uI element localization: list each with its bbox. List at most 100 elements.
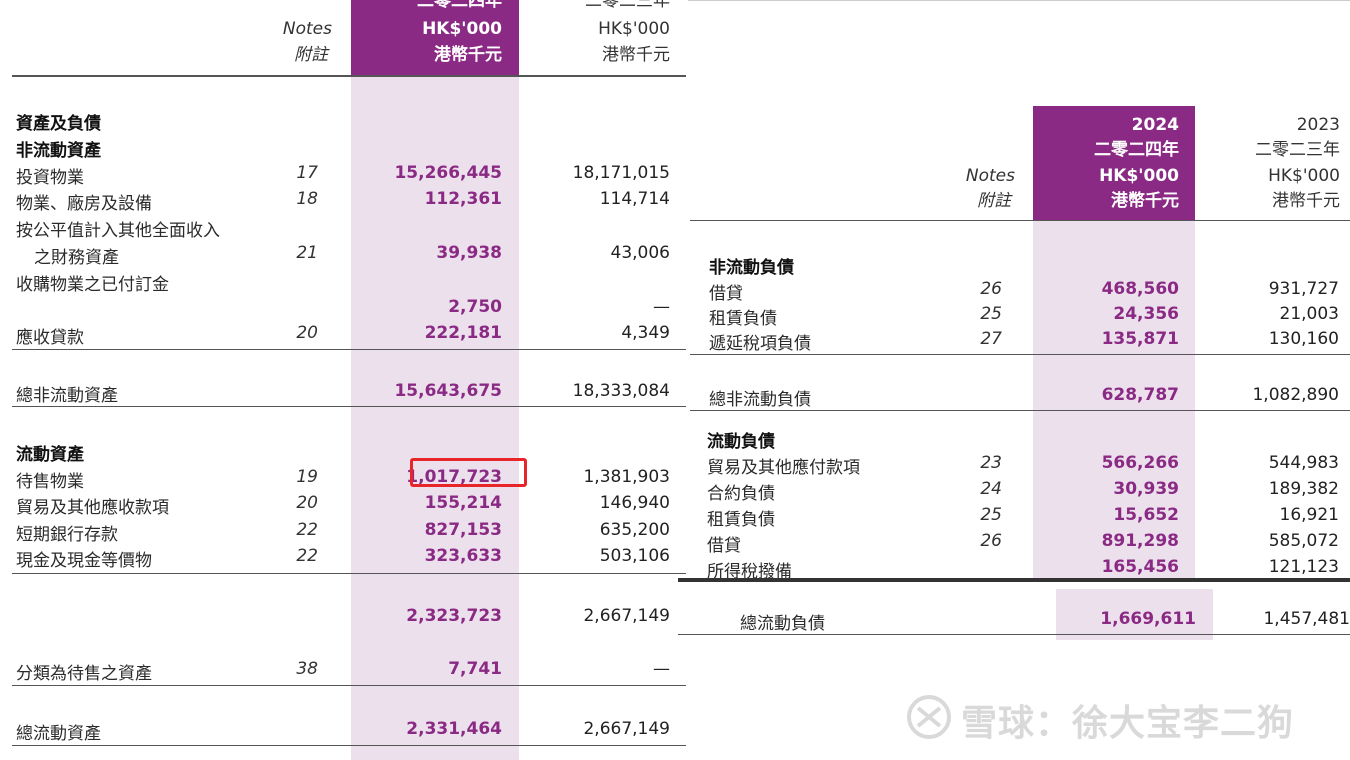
prev-year-zh-header: 二零二三年 <box>1255 140 1340 160</box>
current-year-band <box>1033 220 1195 580</box>
row-note: 20 <box>296 493 318 513</box>
row-prev-value: 635,200 <box>599 520 670 540</box>
row-note: 22 <box>296 520 318 540</box>
row-label: 現金及現金等價物 <box>16 551 152 571</box>
prev-unit-en-header: HK$'000 <box>598 19 670 39</box>
notes-en-header: Notes <box>282 19 332 39</box>
row-rule <box>12 685 686 686</box>
notes-en-header: Notes <box>965 166 1015 186</box>
row-prev-value: 931,727 <box>1268 279 1339 299</box>
prev-unit-en-header: HK$'000 <box>1268 166 1340 186</box>
row-note: 20 <box>296 323 318 343</box>
total-non-current-liab-cur: 628,787 <box>1101 385 1179 405</box>
prev-year-header: 2023 <box>1296 115 1340 135</box>
cur-unit-en-header: HK$'000 <box>1099 166 1179 186</box>
row-cur-value: 135,871 <box>1101 329 1179 349</box>
row-rule <box>12 349 686 350</box>
prev-year-zh-header: 二零二三年 <box>585 0 670 11</box>
row-prev-value: 503,106 <box>599 546 670 566</box>
row-rule <box>690 354 1350 355</box>
row-prev-value: 544,983 <box>1268 453 1339 473</box>
row-cur-value: 15,652 <box>1113 505 1179 525</box>
prev-unit-zh-header: 港幣千元 <box>1272 191 1340 211</box>
highlight-box <box>410 458 527 487</box>
row-label-cont: 之財務資產 <box>34 248 119 268</box>
section-non-current-liabilities: 非流動負債 <box>709 258 794 278</box>
current-year-header-band <box>1033 106 1195 220</box>
row-cur-value: 155,214 <box>424 493 502 513</box>
section-current-assets: 流動資產 <box>16 445 84 465</box>
row-cur-value: 323,633 <box>424 546 502 566</box>
total-current-prev: 2,667,149 <box>583 719 670 739</box>
row-cur-value: 2,750 <box>448 297 502 317</box>
row-label: 貿易及其他應收款項 <box>16 498 169 518</box>
row-label: 租賃負債 <box>709 309 777 329</box>
held-for-sale-label: 分類為待售之資產 <box>16 664 152 684</box>
top-divider <box>688 0 1350 1</box>
notes-zh-header: 附註 <box>977 191 1011 211</box>
row-prev-value: 130,160 <box>1268 329 1339 349</box>
row-prev-value: — <box>653 297 670 317</box>
current-year-header-band <box>351 0 519 76</box>
row-prev-value: 146,940 <box>599 493 670 513</box>
cur-unit-zh-header: 港幣千元 <box>1111 191 1179 211</box>
section-current-liabilities: 流動負債 <box>707 432 775 452</box>
section-assets-liabilities: 資產及負債 <box>16 114 101 134</box>
row-cur-value: 24,356 <box>1113 304 1179 324</box>
row-prev-value: 1,381,903 <box>583 467 670 487</box>
total-non-current-liab-label: 總非流動負債 <box>709 390 811 410</box>
row-prev-value: 189,382 <box>1268 479 1339 499</box>
row-prev-value: 16,921 <box>1279 505 1339 525</box>
total-current-liab-cur: 1,669,611 <box>1100 609 1196 629</box>
total-current-cur: 2,331,464 <box>406 719 502 739</box>
row-label: 借貸 <box>709 284 743 304</box>
watermark-text: 雪球：徐大宝李二狗 <box>961 703 1295 744</box>
subtotal-current-prev: 2,667,149 <box>583 606 670 626</box>
row-label: 所得稅撥備 <box>707 562 792 582</box>
row-rule <box>12 745 686 746</box>
row-label: 收購物業之已付訂金 <box>16 275 169 295</box>
row-prev-value: 18,171,015 <box>572 163 670 183</box>
row-label: 遞延稅項負債 <box>709 334 811 354</box>
cur-year-zh-header: 二零二四年 <box>417 0 502 11</box>
row-note: 22 <box>296 546 318 566</box>
cur-unit-zh-header: 港幣千元 <box>434 45 502 65</box>
row-cur-value: 112,361 <box>424 189 502 209</box>
total-current-liab-prev: 1,457,481 <box>1263 609 1350 629</box>
row-note: 25 <box>980 304 1002 324</box>
row-cur-value: 827,153 <box>424 520 502 540</box>
header-rule <box>690 220 1350 221</box>
held-for-sale-note: 38 <box>296 659 318 679</box>
row-note: 24 <box>980 479 1002 499</box>
row-cur-value: 222,181 <box>424 323 502 343</box>
row-rule <box>690 410 1350 411</box>
row-cur-value: 30,939 <box>1113 479 1179 499</box>
total-current-liab-band <box>1056 589 1213 640</box>
thick-rule <box>678 578 1350 582</box>
row-prev-value: 121,123 <box>1268 557 1339 577</box>
row-cur-value: 15,266,445 <box>394 163 502 183</box>
row-label: 短期銀行存款 <box>16 525 118 545</box>
row-note: 23 <box>980 453 1002 473</box>
row-note: 19 <box>296 467 318 487</box>
row-note: 25 <box>980 505 1002 525</box>
row-prev-value: 43,006 <box>610 243 670 263</box>
snowball-logo-icon <box>907 695 951 739</box>
row-note: 21 <box>296 243 318 263</box>
row-prev-value: 21,003 <box>1279 304 1339 324</box>
row-cur-value: 1,017,723 <box>406 467 502 487</box>
subtotal-current-cur: 2,323,723 <box>406 606 502 626</box>
prev-unit-zh-header: 港幣千元 <box>602 45 670 65</box>
total-non-current-cur: 15,643,675 <box>394 381 502 401</box>
watermark: 雪球：徐大宝李二狗 <box>905 690 1345 746</box>
row-label: 合約負債 <box>707 484 775 504</box>
row-prev-value: 585,072 <box>1268 531 1339 551</box>
held-for-sale-prev: — <box>653 659 670 679</box>
row-label: 貿易及其他應付款項 <box>707 458 860 478</box>
row-cur-value: 566,266 <box>1101 453 1179 473</box>
row-note: 17 <box>296 163 318 183</box>
row-label: 借貸 <box>707 536 741 556</box>
row-label: 物業、廠房及設備 <box>16 194 152 214</box>
row-label: 應收貸款 <box>16 328 84 348</box>
row-cur-value: 165,456 <box>1101 557 1179 577</box>
